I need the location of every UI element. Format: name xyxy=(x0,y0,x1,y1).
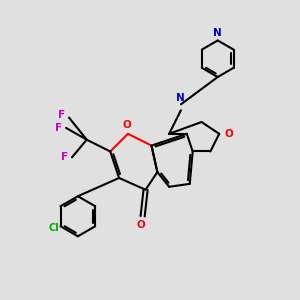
Text: N: N xyxy=(213,28,222,38)
Text: O: O xyxy=(122,120,131,130)
Text: N: N xyxy=(176,93,185,103)
Text: O: O xyxy=(224,129,233,139)
Text: F: F xyxy=(61,152,68,162)
Text: Cl: Cl xyxy=(49,223,59,233)
Text: F: F xyxy=(56,123,62,133)
Text: F: F xyxy=(58,110,65,120)
Text: O: O xyxy=(137,220,146,230)
